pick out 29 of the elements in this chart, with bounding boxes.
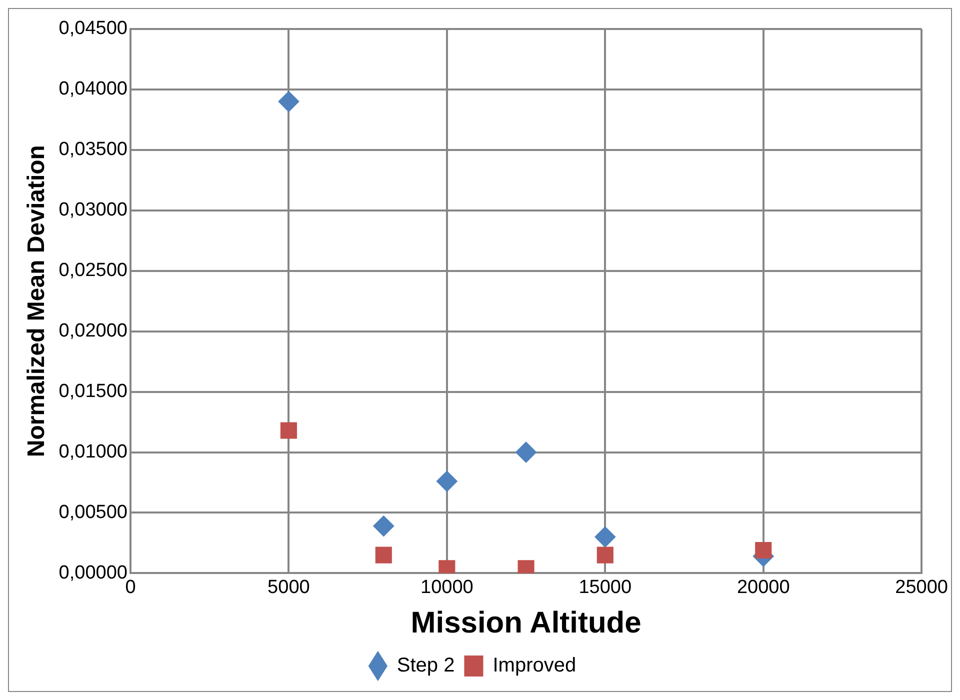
x-tick-label: 5000 [268,576,310,598]
point [375,546,392,564]
y-tick-label: 0,04000 [58,78,128,100]
point [755,542,772,558]
y-tick-label: 0,02500 [58,260,128,282]
legend-label: Improved [492,654,576,677]
y-tick-label: 0,04500 [58,18,128,40]
y-axis-title: Normalized Mean Deviation [23,145,50,458]
y-tick-label: 0,01500 [58,381,128,402]
point [373,516,394,537]
x-tick-label: 25000 [895,576,948,598]
x-tick-label: 0 [125,576,136,598]
point [516,442,537,463]
y-tick-label: 0,00500 [58,502,128,523]
x-tick-label: 15000 [578,576,632,598]
x-axis-title: Mission Altitude [410,606,642,640]
point [594,526,616,548]
point [278,91,300,112]
point [596,546,614,564]
y-tick-label: 0,03000 [58,200,128,221]
y-tick-label: 0,00000 [58,562,128,584]
y-tick-label: 0,02000 [58,320,128,342]
x-tick-label: 20000 [736,576,790,598]
y-tick-label: 0,01000 [58,442,128,462]
legend-label: Step 2 [396,654,455,677]
x-tick-label: 10000 [420,576,474,598]
point [280,422,297,439]
y-tick-label: 0,03500 [58,139,128,160]
point [436,470,458,492]
